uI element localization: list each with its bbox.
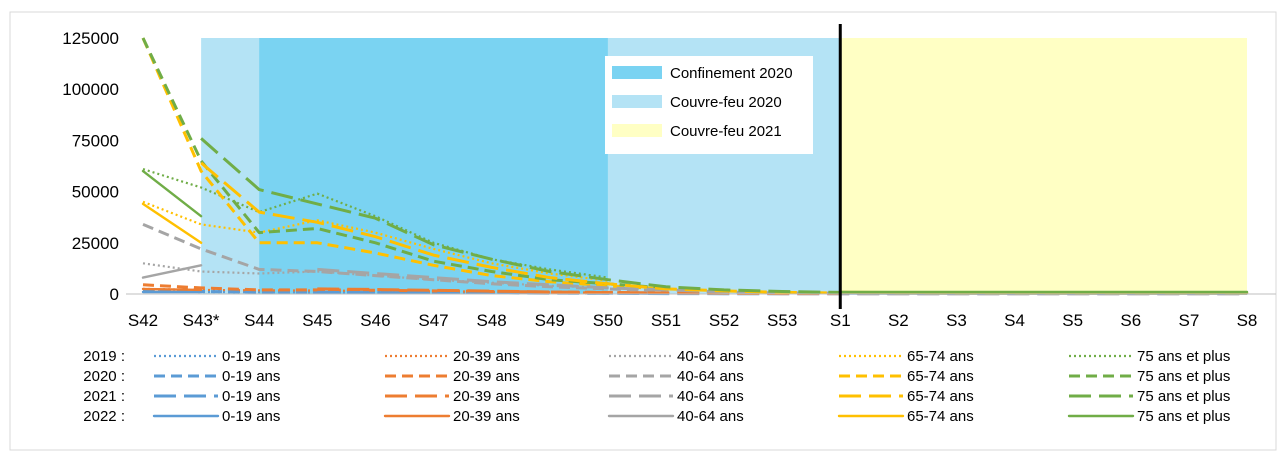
legend-label-65-74-ans: 65-74 ans [907,388,974,405]
legend-label-75-ans-et-plus: 75 ans et plus [1137,408,1230,425]
legend-year-label: 2019 : [83,348,125,365]
x-tick-label: S48 [477,311,507,330]
legend-label-0-19-ans: 0-19 ans [222,348,280,365]
legend-label-65-74-ans: 65-74 ans [907,348,974,365]
legend-label-20-39-ans: 20-39 ans [453,368,520,385]
legend-label-75-ans-et-plus: 75 ans et plus [1137,368,1230,385]
x-tick-label: S43* [183,311,220,330]
period-legend: Confinement 2020 Couvre-feu 2020 Couvre-fe… [605,56,813,154]
series-2022-75-ans-et-plus [141,169,1249,294]
legend-year-label: 2020 : [83,368,125,385]
legend-label-65-74-ans: 65-74 ans [907,368,974,385]
period-legend-label: Couvre-feu 2021 [670,123,782,140]
legend-label-0-19-ans: 0-19 ans [222,388,280,405]
legend-label-75-ans-et-plus: 75 ans et plus [1137,348,1230,365]
legend-label-40-64-ans: 40-64 ans [677,388,744,405]
axes [126,24,1276,309]
band-confinement-2020 [259,38,608,294]
x-tick-label: S7 [1178,311,1199,330]
x-tick-label: S53 [767,311,797,330]
legend-label-40-64-ans: 40-64 ans [677,348,744,365]
x-axis-tick-labels: S42 S43* S44 S45 S46 S47 S48 S49 S50 S51 S52 S53 S1 S… [128,311,1258,330]
band-couvre-feu-2021 [840,38,1247,294]
legend-label-0-19-ans: 0-19 ans [222,368,280,385]
x-tick-label: S5 [1062,311,1083,330]
legend-label-75-ans-et-plus: 75 ans et plus [1137,388,1230,405]
x-tick-label: S45 [302,311,332,330]
x-tick-label: S44 [244,311,274,330]
x-tick-label: S46 [360,311,390,330]
legend-label-40-64-ans: 40-64 ans [677,368,744,385]
series-legend: 2019 : 0-19 ans 20-39 ans 40-64 ans 65-74 an… [83,348,1230,425]
legend-label-20-39-ans: 20-39 ans [453,388,520,405]
series-2020-40-64-ans [142,223,666,293]
y-tick-label: 125000 [62,29,119,48]
legend-label-0-19-ans: 0-19 ans [222,408,280,425]
x-tick-label: S49 [535,311,565,330]
legend-year-label: 2022 : [83,408,125,425]
series-2020-65-74-ans [141,37,666,291]
x-tick-label: S47 [418,311,448,330]
series-2019-65-74-ans [142,200,608,282]
period-legend-swatch [612,95,662,108]
x-tick-label: S4 [1004,311,1025,330]
x-tick-label: S8 [1237,311,1258,330]
y-tick-label: 100000 [62,80,119,99]
x-tick-label: S6 [1120,311,1141,330]
legend-label-40-64-ans: 40-64 ans [677,408,744,425]
x-tick-label: S1 [830,311,851,330]
period-legend-label: Couvre-feu 2020 [670,94,782,111]
legend-label-20-39-ans: 20-39 ans [453,408,520,425]
y-tick-label: 0 [110,285,119,304]
period-legend-swatch [612,124,662,137]
x-tick-label: S3 [946,311,967,330]
y-tick-label: 50000 [72,183,119,202]
y-tick-label: 75000 [72,131,119,150]
legend-label-20-39-ans: 20-39 ans [453,348,520,365]
legend-label-65-74-ans: 65-74 ans [907,408,974,425]
legend-year-label: 2021 : [83,388,125,405]
x-tick-label: S2 [888,311,909,330]
x-tick-label: S42 [128,311,158,330]
x-tick-label: S52 [709,311,739,330]
x-tick-label: S50 [593,311,623,330]
y-tick-label: 25000 [72,234,119,253]
x-tick-label: S51 [651,311,681,330]
period-legend-label: Confinement 2020 [670,65,793,82]
period-legend-swatch [612,66,662,79]
period-bands [201,38,1247,294]
y-axis-tick-labels: 0 25000 50000 75000 100000 125000 [62,29,119,304]
chart-frame [9,11,1277,451]
